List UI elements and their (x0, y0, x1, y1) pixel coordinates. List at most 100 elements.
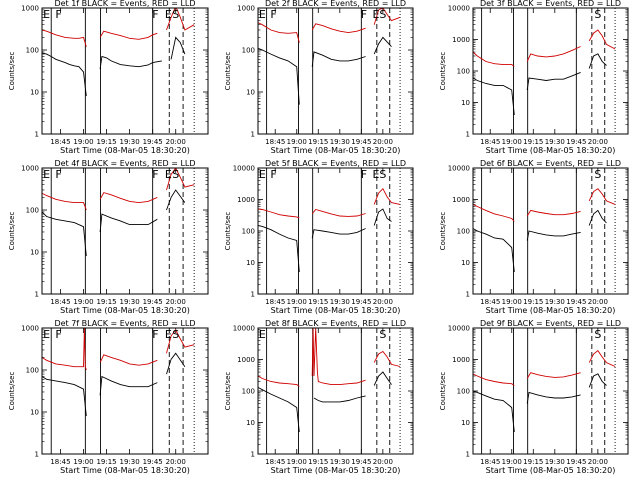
x-tick-label: 19:30 (120, 138, 140, 146)
x-tick-label: 19:45 (351, 298, 371, 306)
events-series-line (313, 395, 366, 403)
x-axis-label: Start Time (08-Mar-05 18:30:20) (271, 466, 401, 475)
events-series-line (258, 225, 300, 273)
y-tick-label: 10 (461, 259, 470, 267)
x-tick-label: 19:00 (73, 298, 93, 306)
x-tick-label: 19:15 (523, 298, 543, 306)
chart-title: Det 1f BLACK = Events, RED = LLD (54, 0, 195, 8)
chart-panel: Det 6f BLACK = Events, RED = LLD Counts/s… (439, 159, 629, 315)
events-series-line (258, 387, 300, 433)
plot-frame (41, 327, 209, 455)
lld-series-line (526, 372, 581, 379)
x-tick-label: 19:30 (120, 298, 140, 306)
y-tick-label: 100 (457, 228, 470, 236)
chart-panel: Det 8f BLACK = Events, RED = LLD Counts/s… (224, 319, 414, 475)
region-marker-label: F (361, 168, 367, 181)
lld-series-line (311, 23, 366, 34)
plot-frame (41, 167, 209, 295)
plot-frame (257, 7, 414, 135)
y-tick-label: 1 (466, 451, 470, 459)
x-tick-label: 19:30 (330, 138, 350, 146)
x-tick-label: 19:30 (330, 458, 350, 466)
x-tick-label: 19:45 (351, 138, 371, 146)
y-tick-label: 1000 (21, 165, 39, 173)
x-tick-label: 19:15 (308, 458, 328, 466)
x-axis-label: Start Time (08-Mar-05 18:30:20) (486, 146, 616, 155)
x-tick-label: 18:45 (265, 138, 285, 146)
chart-panel: Det 2f BLACK = Events, RED = LLD Counts/s… (224, 0, 414, 155)
events-series-line (526, 71, 581, 91)
x-axis-label: Start Time (08-Mar-05 18:30:20) (271, 146, 401, 155)
x-tick-label: 20:00 (166, 298, 186, 306)
chart-panel: Det 1f BLACK = Events, RED = LLD Counts/s… (8, 0, 209, 155)
x-tick-label: 19:30 (545, 138, 565, 146)
y-tick-label: 100 (242, 388, 255, 396)
chart-title: Det 3f BLACK = Events, RED = LLD (480, 0, 621, 8)
events-series-line (99, 375, 158, 396)
x-tick-label: 19:30 (545, 298, 565, 306)
x-tick-label: 19:00 (287, 458, 307, 466)
chart-title: Det 4f BLACK = Events, RED = LLD (54, 159, 195, 168)
y-tick-label: 10000 (448, 5, 470, 13)
lld-series-line (473, 203, 515, 222)
chart-title: Det 6f BLACK = Events, RED = LLD (480, 159, 621, 168)
chart-panel: Det 3f BLACK = Events, RED = LLD Counts/s… (439, 0, 629, 155)
x-tick-label: 18:45 (265, 458, 285, 466)
x-tick-label: 18:45 (480, 138, 500, 146)
x-axis-label: Start Time (08-Mar-05 18:30:20) (60, 146, 190, 155)
chart-title: Det 2f BLACK = Events, RED = LLD (265, 0, 406, 8)
x-tick-label: 19:15 (96, 298, 116, 306)
y-tick-label: 10 (461, 419, 470, 427)
region-marker-label: F (55, 8, 61, 21)
events-series-line (42, 52, 87, 97)
x-tick-label: 19:15 (96, 138, 116, 146)
y-axis-label: Counts/sec (439, 212, 447, 251)
y-tick-label: 1 (35, 291, 39, 299)
x-tick-label: 19:15 (523, 138, 543, 146)
y-tick-label: 100 (242, 47, 255, 55)
region-marker-label: F (361, 8, 367, 21)
x-tick-label: 19:15 (308, 298, 328, 306)
x-tick-label: 18:45 (50, 298, 70, 306)
events-series-line (473, 228, 515, 273)
region-marker-label: F (55, 328, 61, 341)
events-series-line (588, 373, 607, 388)
lld-series-line (99, 30, 158, 40)
y-tick-label: 100 (242, 228, 255, 236)
y-tick-label: 10 (461, 99, 470, 107)
x-tick-label: 19:15 (96, 458, 116, 466)
x-axis-label: Start Time (08-Mar-05 18:30:20) (60, 466, 190, 475)
lld-series-line (258, 208, 300, 219)
y-tick-label: 10000 (448, 165, 470, 173)
x-tick-label: 19:45 (143, 138, 163, 146)
chart-title: Det 7f BLACK = Events, RED = LLD (54, 319, 195, 328)
y-axis-label: Counts/sec (439, 372, 447, 411)
events-series-line (99, 213, 158, 233)
x-tick-label: 19:45 (566, 458, 586, 466)
x-tick-label: 20:00 (588, 458, 608, 466)
y-tick-label: 10000 (233, 165, 255, 173)
y-tick-label: 1 (466, 131, 470, 139)
region-marker-label: E (259, 8, 266, 21)
x-tick-label: 19:00 (287, 138, 307, 146)
region-marker-label: S (594, 168, 601, 181)
x-tick-label: 20:00 (588, 138, 608, 146)
events-series-line (311, 51, 366, 67)
y-tick-label: 1000 (452, 196, 470, 204)
region-marker-label: F (152, 328, 158, 341)
lld-series-line (258, 375, 300, 387)
x-tick-label: 19:45 (351, 458, 371, 466)
region-marker-label: E (372, 8, 379, 21)
y-tick-label: 1 (251, 131, 255, 139)
x-tick-label: 19:00 (502, 458, 522, 466)
lld-series-line (42, 29, 87, 47)
region-marker-label: E (259, 328, 266, 341)
region-marker-label: E (165, 168, 172, 181)
x-tick-label: 18:45 (480, 458, 500, 466)
plot-frame (472, 167, 629, 295)
plot-frame (472, 327, 629, 455)
region-marker-label: S (379, 328, 386, 341)
x-tick-label: 20:00 (588, 298, 608, 306)
events-series-line (311, 228, 366, 239)
